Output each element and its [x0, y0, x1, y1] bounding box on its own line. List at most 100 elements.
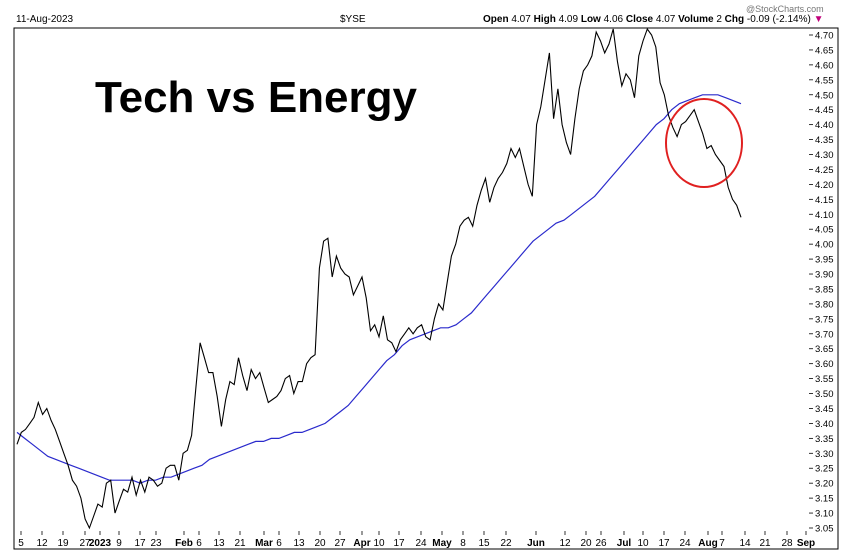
y-tick-label: 4.15 — [815, 195, 834, 206]
x-tick-label: 27 — [334, 538, 346, 549]
y-tick-label: 3.50 — [815, 389, 834, 400]
y-tick-label: 3.40 — [815, 419, 834, 430]
volume-value: 2 — [716, 14, 722, 25]
x-tick-label: 27 — [79, 538, 91, 549]
x-tick-label: Feb — [175, 538, 193, 549]
change-value: -0.09 (-2.14%) — [746, 14, 811, 25]
x-tick-label: 12 — [559, 538, 571, 549]
change-label: Chg — [724, 14, 745, 25]
y-tick-label: 3.55 — [815, 374, 834, 385]
x-tick-label: 14 — [739, 538, 751, 549]
x-tick-label: Aug — [698, 538, 717, 549]
header-ohlc: Open 4.07 High 4.09 Low 4.06 Close 4.07 … — [483, 14, 824, 25]
x-tick-label: 15 — [478, 538, 490, 549]
y-tick-label: 3.30 — [815, 449, 834, 460]
y-tick-label: 4.30 — [815, 150, 834, 161]
y-tick-label: 4.00 — [815, 240, 834, 251]
x-tick-label: 24 — [679, 538, 691, 549]
x-tick-label: 20 — [314, 538, 326, 549]
x-tick-label: 13 — [213, 538, 225, 549]
y-tick-label: 3.60 — [815, 359, 834, 370]
y-tick-label: 3.65 — [815, 344, 834, 355]
y-tick-label: 4.65 — [815, 45, 834, 56]
y-tick-label: 4.10 — [815, 210, 834, 221]
y-tick-label: 3.90 — [815, 270, 834, 281]
x-tick-label: 6 — [196, 538, 202, 549]
x-tick-label: 10 — [373, 538, 385, 549]
header-date: 11-Aug-2023 — [16, 14, 74, 25]
x-tick-label: Jul — [617, 538, 632, 549]
x-tick-label: 23 — [150, 538, 162, 549]
y-tick-label: 3.75 — [815, 314, 834, 325]
close-label: Close — [625, 14, 654, 25]
y-tick-label: 3.80 — [815, 299, 834, 310]
y-tick-label: 3.25 — [815, 464, 834, 475]
y-tick-label: 3.10 — [815, 509, 834, 520]
x-tick-label: Apr — [353, 538, 370, 549]
y-tick-label: 4.70 — [815, 31, 834, 42]
x-tick-label: Mar — [255, 538, 273, 549]
y-tick-label: 3.20 — [815, 479, 834, 490]
y-tick-label: 4.45 — [815, 105, 834, 116]
x-tick-label: Jun — [527, 538, 545, 549]
y-tick-label: 3.15 — [815, 494, 834, 505]
highlight-circle — [665, 98, 743, 188]
x-tick-label: May — [432, 538, 452, 549]
price-line — [16, 27, 742, 530]
x-tick-label: 13 — [293, 538, 305, 549]
y-tick-label: 3.70 — [815, 329, 834, 340]
x-tick-label: 10 — [637, 538, 649, 549]
x-tick-label: 2023 — [89, 538, 112, 549]
x-tick-label: Sep — [797, 538, 815, 549]
y-tick-label: 3.05 — [815, 524, 834, 535]
x-tick-label: 21 — [234, 538, 246, 549]
high-value: 4.09 — [558, 14, 579, 25]
y-tick-label: 4.55 — [815, 75, 834, 86]
x-tick-label: 17 — [393, 538, 405, 549]
change-down-icon: ▼ — [813, 14, 824, 25]
x-tick-label: 20 — [580, 538, 592, 549]
y-tick-label: 4.50 — [815, 90, 834, 101]
y-tick-label: 3.95 — [815, 255, 834, 266]
volume-label: Volume — [678, 14, 714, 25]
x-tick-label: 12 — [36, 538, 48, 549]
x-tick-label: 5 — [18, 538, 24, 549]
y-tick-label: 4.40 — [815, 120, 834, 131]
y-tick-label: 3.45 — [815, 404, 834, 415]
close-value: 4.07 — [655, 14, 676, 25]
x-tick-label: 7 — [719, 538, 725, 549]
y-tick-label: 4.20 — [815, 180, 834, 191]
x-tick-label: 22 — [500, 538, 512, 549]
x-tick-label: 6 — [276, 538, 282, 549]
high-label: High — [533, 14, 556, 25]
x-tick-label: 8 — [460, 538, 466, 549]
x-tick-label: 17 — [134, 538, 146, 549]
x-tick-label: 9 — [116, 538, 122, 549]
y-tick-label: 4.05 — [815, 225, 834, 236]
plot-border — [13, 27, 839, 550]
moving-average-line — [16, 94, 742, 484]
x-tick-label: 19 — [57, 538, 69, 549]
y-tick-label: 4.35 — [815, 135, 834, 146]
y-tick-label: 4.25 — [815, 165, 834, 176]
y-tick-label: 3.85 — [815, 284, 834, 295]
y-axis: 4.70 4.65 4.60 4.55 4.50 4.45 4.40 4.35 4.30 4.25… — [809, 31, 834, 535]
stockcharts-watermark: @StockCharts.com — [746, 4, 824, 14]
low-value: 4.06 — [603, 14, 624, 25]
open-value: 4.07 — [511, 14, 531, 25]
y-tick-label: 3.35 — [815, 434, 834, 445]
y-tick-label: 4.60 — [815, 60, 834, 71]
open-label: Open — [483, 14, 509, 25]
x-tick-label: 24 — [415, 538, 427, 549]
x-tick-label: 28 — [781, 538, 793, 549]
low-label: Low — [580, 14, 601, 25]
x-tick-label: 26 — [595, 538, 607, 549]
header-symbol: $YSE — [340, 14, 366, 25]
chart-title: Tech vs Energy — [95, 73, 418, 122]
x-tick-label: 21 — [759, 538, 771, 549]
x-tick-label: 17 — [658, 538, 670, 549]
